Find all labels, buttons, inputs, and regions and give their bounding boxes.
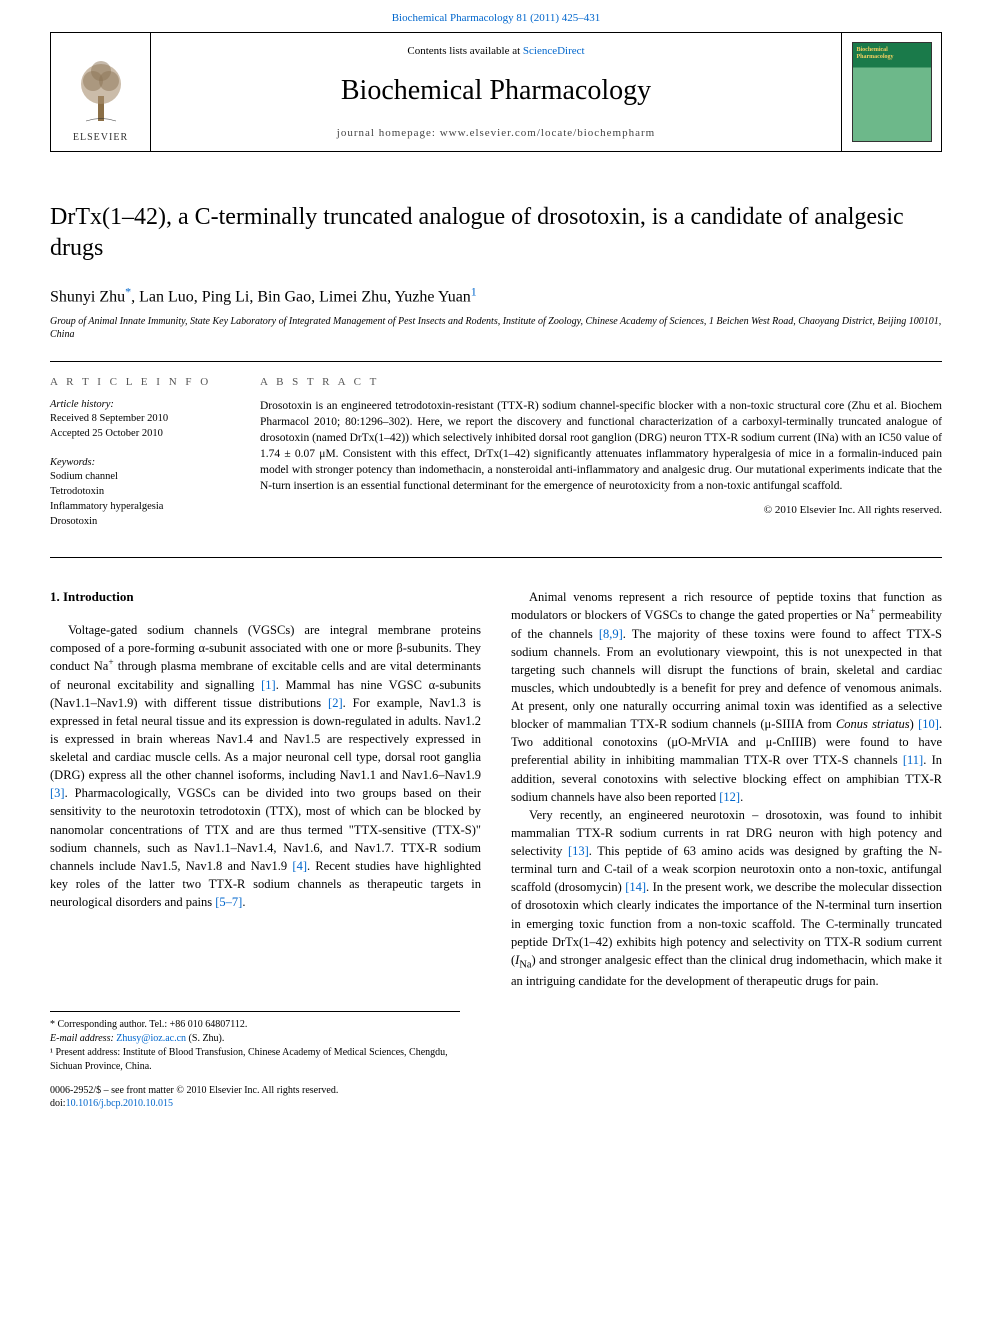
elsevier-logo-box: ELSEVIER	[51, 33, 151, 151]
ref-14[interactable]: [14]	[625, 880, 646, 894]
history-label: Article history:	[50, 398, 240, 413]
doi-line: doi:10.1016/j.bcp.2010.10.015	[50, 1097, 942, 1110]
body-columns: 1. Introduction Voltage-gated sodium cha…	[50, 588, 942, 990]
ref-12[interactable]: [12]	[719, 790, 740, 804]
author-2: Ping Li	[202, 289, 250, 306]
citation-link[interactable]: Biochemical Pharmacology 81 (2011) 425–4…	[392, 12, 601, 24]
ref-13[interactable]: [13]	[568, 844, 589, 858]
ref-1[interactable]: [1]	[261, 678, 276, 692]
cover-box: BiochemicalPharmacology	[841, 33, 941, 151]
journal-title: Biochemical Pharmacology	[341, 75, 651, 107]
column-left: 1. Introduction Voltage-gated sodium cha…	[50, 588, 481, 990]
sciencedirect-link[interactable]: ScienceDirect	[523, 45, 585, 57]
keyword-1: Tetrodotoxin	[50, 485, 240, 500]
elsevier-tree-icon	[71, 56, 131, 126]
homepage-prefix: journal homepage:	[337, 127, 440, 139]
footnotes: * Corresponding author. Tel.: +86 010 64…	[50, 1011, 460, 1074]
contents-prefix: Contents lists available at	[407, 45, 522, 57]
article-title: DrTx(1–42), a C-terminally truncated ana…	[50, 202, 942, 264]
corresponding-author-note: * Corresponding author. Tel.: +86 010 64…	[50, 1018, 460, 1032]
received-date: Received 8 September 2010	[50, 412, 240, 427]
journal-cover-thumbnail: BiochemicalPharmacology	[852, 42, 932, 142]
author-1: Lan Luo	[139, 289, 194, 306]
cover-label: BiochemicalPharmacology	[857, 47, 894, 60]
doi-link[interactable]: 10.1016/j.bcp.2010.10.015	[66, 1098, 174, 1109]
section-1-heading: 1. Introduction	[50, 588, 481, 607]
affiliation: Group of Animal Innate Immunity, State K…	[50, 315, 942, 341]
header-center: Contents lists available at ScienceDirec…	[151, 33, 841, 151]
homepage-line: journal homepage: www.elsevier.com/locat…	[337, 127, 655, 139]
author-0: Shunyi Zhu	[50, 289, 125, 306]
accepted-date: Accepted 25 October 2010	[50, 427, 240, 442]
footnote-1: ¹ Present address: Institute of Blood Tr…	[50, 1046, 460, 1074]
keyword-3: Drosotoxin	[50, 515, 240, 530]
ref-11[interactable]: [11]	[903, 753, 923, 767]
col2-p1: Animal venoms represent a rich resource …	[511, 588, 942, 806]
email-line: E-mail address: Zhusy@ioz.ac.cn (S. Zhu)…	[50, 1032, 460, 1046]
bottom-meta: 0006-2952/$ – see front matter © 2010 El…	[50, 1084, 942, 1110]
history-block: Article history: Received 8 September 20…	[50, 398, 240, 442]
contents-line: Contents lists available at ScienceDirec…	[407, 45, 584, 57]
column-right: Animal venoms represent a rich resource …	[511, 588, 942, 990]
article-info-col: A R T I C L E I N F O Article history: R…	[50, 376, 260, 544]
author-0-marker[interactable]: *	[125, 289, 131, 306]
email-suffix: (S. Zhu).	[186, 1033, 224, 1044]
top-citation: Biochemical Pharmacology 81 (2011) 425–4…	[0, 0, 992, 32]
abstract-copyright: © 2010 Elsevier Inc. All rights reserved…	[260, 504, 942, 516]
keyword-0: Sodium channel	[50, 470, 240, 485]
keywords-label: Keywords:	[50, 456, 240, 471]
ref-10[interactable]: [10]	[918, 717, 939, 731]
ref-3[interactable]: [3]	[50, 786, 65, 800]
col1-p1: Voltage-gated sodium channels (VGSCs) ar…	[50, 621, 481, 911]
abstract-col: A B S T R A C T Drosotoxin is an enginee…	[260, 376, 942, 544]
journal-header: ELSEVIER Contents lists available at Sci…	[50, 32, 942, 152]
author-3: Bin Gao	[257, 289, 311, 306]
info-abstract-row: A R T I C L E I N F O Article history: R…	[50, 361, 942, 559]
author-4: Limei Zhu	[319, 289, 387, 306]
elsevier-label: ELSEVIER	[73, 132, 128, 143]
keyword-2: Inflammatory hyperalgesia	[50, 500, 240, 515]
author-5-marker[interactable]: 1	[471, 289, 477, 306]
authors-line: Shunyi Zhu*, Lan Luo, Ping Li, Bin Gao, …	[50, 284, 942, 306]
author-5: Yuzhe Yuan	[395, 289, 471, 306]
email-link[interactable]: Zhusy@ioz.ac.cn	[116, 1033, 186, 1044]
homepage-url: www.elsevier.com/locate/biochempharm	[440, 127, 656, 139]
col2-p2: Very recently, an engineered neurotoxin …	[511, 806, 942, 991]
ref-2[interactable]: [2]	[328, 696, 343, 710]
front-matter-line: 0006-2952/$ – see front matter © 2010 El…	[50, 1084, 942, 1097]
keywords-block: Keywords: Sodium channel Tetrodotoxin In…	[50, 456, 240, 529]
email-label: E-mail address:	[50, 1033, 116, 1044]
ref-8-9[interactable]: [8,9]	[599, 627, 623, 641]
ref-4[interactable]: [4]	[292, 859, 307, 873]
ref-5-7[interactable]: [5–7]	[215, 895, 242, 909]
abstract-heading: A B S T R A C T	[260, 376, 942, 388]
abstract-text: Drosotoxin is an engineered tetrodotoxin…	[260, 398, 942, 495]
article-info-heading: A R T I C L E I N F O	[50, 376, 240, 388]
